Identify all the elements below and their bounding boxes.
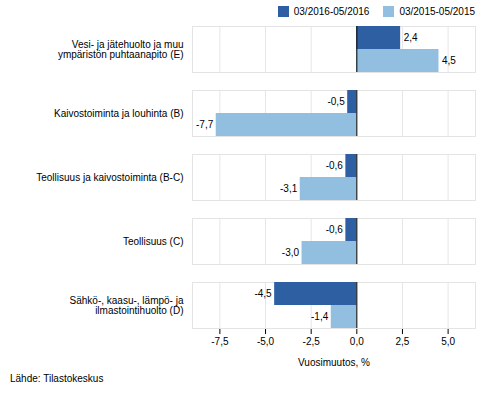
svg-text:4,5: 4,5 xyxy=(442,55,456,66)
svg-text:-7,7: -7,7 xyxy=(196,119,214,130)
svg-text:-0,5: -0,5 xyxy=(327,96,345,107)
svg-text:-0,6: -0,6 xyxy=(326,160,344,171)
svg-text:0,0: 0,0 xyxy=(350,336,364,347)
svg-text:Teollisuus ja kaivostoiminta (: Teollisuus ja kaivostoiminta (B-C) xyxy=(36,172,183,183)
svg-text:Teollisuus (C): Teollisuus (C) xyxy=(123,236,184,247)
svg-text:-5,0: -5,0 xyxy=(257,336,275,347)
svg-text:Kaivostoiminta ja louhinta (B): Kaivostoiminta ja louhinta (B) xyxy=(54,108,184,119)
html-text:03/2016-05/2016: 03/2016-05/2016 xyxy=(293,6,370,17)
svg-text:2,4: 2,4 xyxy=(404,32,418,43)
svg-text:-3,1: -3,1 xyxy=(280,183,298,194)
svg-text:-7,5: -7,5 xyxy=(211,336,229,347)
svg-text:-0,6: -0,6 xyxy=(326,224,344,235)
svg-text:-4,5: -4,5 xyxy=(254,288,272,299)
svg-text:Vuosimuutos, %: Vuosimuutos, % xyxy=(298,357,370,368)
svg-text:2,5: 2,5 xyxy=(396,336,410,347)
svg-text:5,0: 5,0 xyxy=(441,336,455,347)
html-text:03/2015-05/2015: 03/2015-05/2015 xyxy=(399,6,475,17)
svg-text:-2,5: -2,5 xyxy=(303,336,321,347)
svg-text:-3,0: -3,0 xyxy=(282,247,300,258)
svg-text:Vesi- ja jätehuolto ja muuympä: Vesi- ja jätehuolto ja muuympäristön puh… xyxy=(58,39,184,60)
svg-text:Sähkö-, kaasu-, lämpö- jailmas: Sähkö-, kaasu-, lämpö- jailmastointihuol… xyxy=(70,295,184,316)
html-text:Lähde: Tilastokeskus: Lähde: Tilastokeskus xyxy=(10,373,104,384)
svg-text:-1,4: -1,4 xyxy=(311,311,329,322)
